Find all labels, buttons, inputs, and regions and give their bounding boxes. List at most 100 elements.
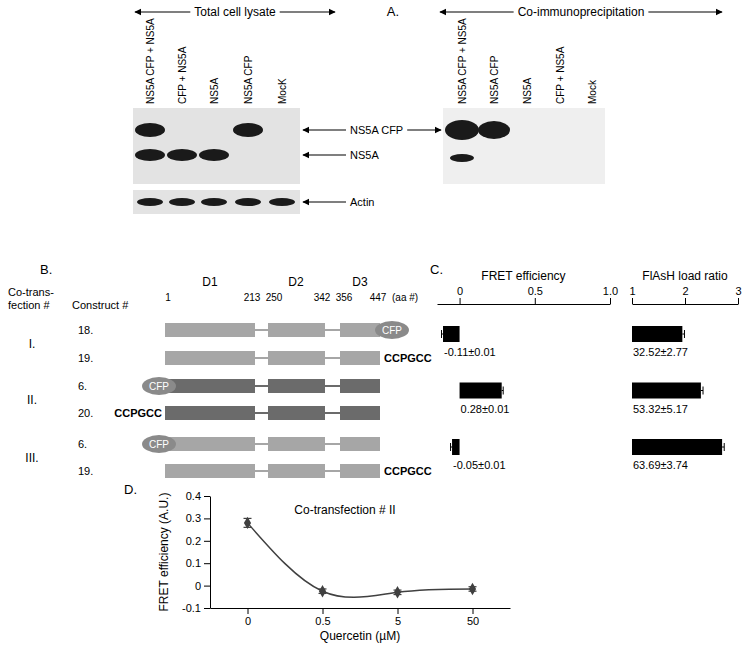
band <box>135 149 165 161</box>
tick: 0 <box>457 285 463 304</box>
aa-label: 342 <box>314 292 331 303</box>
tag-shape <box>142 377 176 395</box>
blot <box>133 190 300 214</box>
annotation: 32.52±2.77 <box>633 346 688 358</box>
chart-title: Co-transfection # II <box>294 503 395 517</box>
band-label: NS5A CFP <box>350 124 403 136</box>
domain-block <box>165 437 255 451</box>
error-bar <box>722 443 724 451</box>
tag-label: CCPGCC <box>114 407 162 419</box>
aa-label: 356 <box>336 292 353 303</box>
tag-shape <box>375 321 409 339</box>
point <box>244 517 251 529</box>
lane-label: CFP + NS5A <box>177 46 188 104</box>
tick: 0.2 <box>186 535 210 547</box>
linker <box>255 412 268 414</box>
panel-label: A. <box>387 4 399 19</box>
domain-block <box>268 323 325 337</box>
domain-block <box>340 323 380 337</box>
panel-b: B.Co-trans-fection #Construct #D1D2D3121… <box>8 262 432 478</box>
blot <box>133 108 300 184</box>
construct-number: 6. <box>78 438 87 450</box>
tick-label: 0 <box>457 285 463 297</box>
domain-block <box>340 406 380 420</box>
band <box>450 154 474 162</box>
row-label: III. <box>25 451 38 465</box>
linker <box>255 470 268 472</box>
tick-mark <box>610 298 611 304</box>
domain-block <box>268 379 325 393</box>
linker <box>325 329 340 331</box>
panel-label: D. <box>124 482 137 497</box>
domain-block <box>165 351 255 365</box>
aa-label: 213 <box>244 292 261 303</box>
domain-block <box>165 406 255 420</box>
tick-label: 0.5 <box>528 285 543 297</box>
tick-label: 0 <box>195 580 201 592</box>
band <box>167 149 197 161</box>
tick-label: 3 <box>735 285 741 297</box>
bar <box>632 439 722 455</box>
chart-title: FRET efficiency <box>481 269 565 283</box>
header: Construct # <box>72 299 129 311</box>
marks <box>244 517 477 599</box>
tag-label: CFP <box>149 439 169 450</box>
tick-mark <box>535 298 536 304</box>
bar <box>632 326 682 342</box>
tick: 3 <box>735 285 741 304</box>
band <box>235 198 261 206</box>
tick: 0.3 <box>186 512 210 524</box>
tick-mark <box>204 518 210 519</box>
tick-label: 5 <box>395 615 401 627</box>
tick-mark <box>685 298 686 304</box>
axis-title: FRET efficiency (A.U.) <box>157 493 171 612</box>
linker <box>325 385 340 387</box>
error-bar <box>701 387 703 395</box>
axis-line <box>210 497 211 609</box>
domain-label: D1 <box>202 275 218 289</box>
construct-number: 6. <box>78 380 87 392</box>
tick-mark <box>204 563 210 564</box>
domain-block <box>268 406 325 420</box>
error-bar-line <box>450 443 451 451</box>
tick: 2 <box>682 285 688 304</box>
panel-label: B. <box>40 262 52 277</box>
tick-label: 0.1 <box>186 557 201 569</box>
linker <box>325 412 340 414</box>
arrow <box>280 11 335 12</box>
construct-number: 20. <box>78 407 93 419</box>
aa-label: 447 <box>370 292 387 303</box>
header: Co-immunoprecipitation <box>518 5 645 19</box>
domain-block <box>268 464 325 478</box>
aa-label: (aa #) <box>392 292 418 303</box>
linker <box>255 357 268 359</box>
figure: A.Total cell lysateCo-immunoprecipitatio… <box>0 0 750 649</box>
tag-label: CFP <box>149 381 169 392</box>
construct-number: 19. <box>78 465 93 477</box>
arrow <box>303 154 346 155</box>
tick: 1.0 <box>603 285 618 304</box>
panel-c: C.00.51.0FRET efficiency-0.11±0.010.28±0… <box>430 262 742 471</box>
tick-label: 1.0 <box>603 285 618 297</box>
error-bar <box>451 443 453 451</box>
aa-label: 250 <box>266 292 283 303</box>
tick-mark <box>632 298 633 304</box>
arrow <box>303 201 346 202</box>
line <box>248 523 473 597</box>
domain-block <box>165 464 255 478</box>
arrow <box>440 11 514 12</box>
lane-label: CFP + NS5A <box>555 46 566 104</box>
tick: 0 <box>195 580 210 592</box>
domain-block <box>268 437 325 451</box>
band-label: NS5A <box>350 149 379 161</box>
band <box>169 198 195 206</box>
axis-title: Quercetin (µM) <box>320 629 400 643</box>
construct-number: 19. <box>78 352 93 364</box>
tick-label: 0.2 <box>186 535 201 547</box>
band <box>233 123 263 137</box>
lane-label: NS5A <box>522 78 533 104</box>
tick: 0.1 <box>186 557 210 569</box>
lane-label: NS5A CFP <box>243 55 254 104</box>
lane-label: NS5A CFP <box>489 55 500 104</box>
error-bar-line <box>441 330 442 338</box>
